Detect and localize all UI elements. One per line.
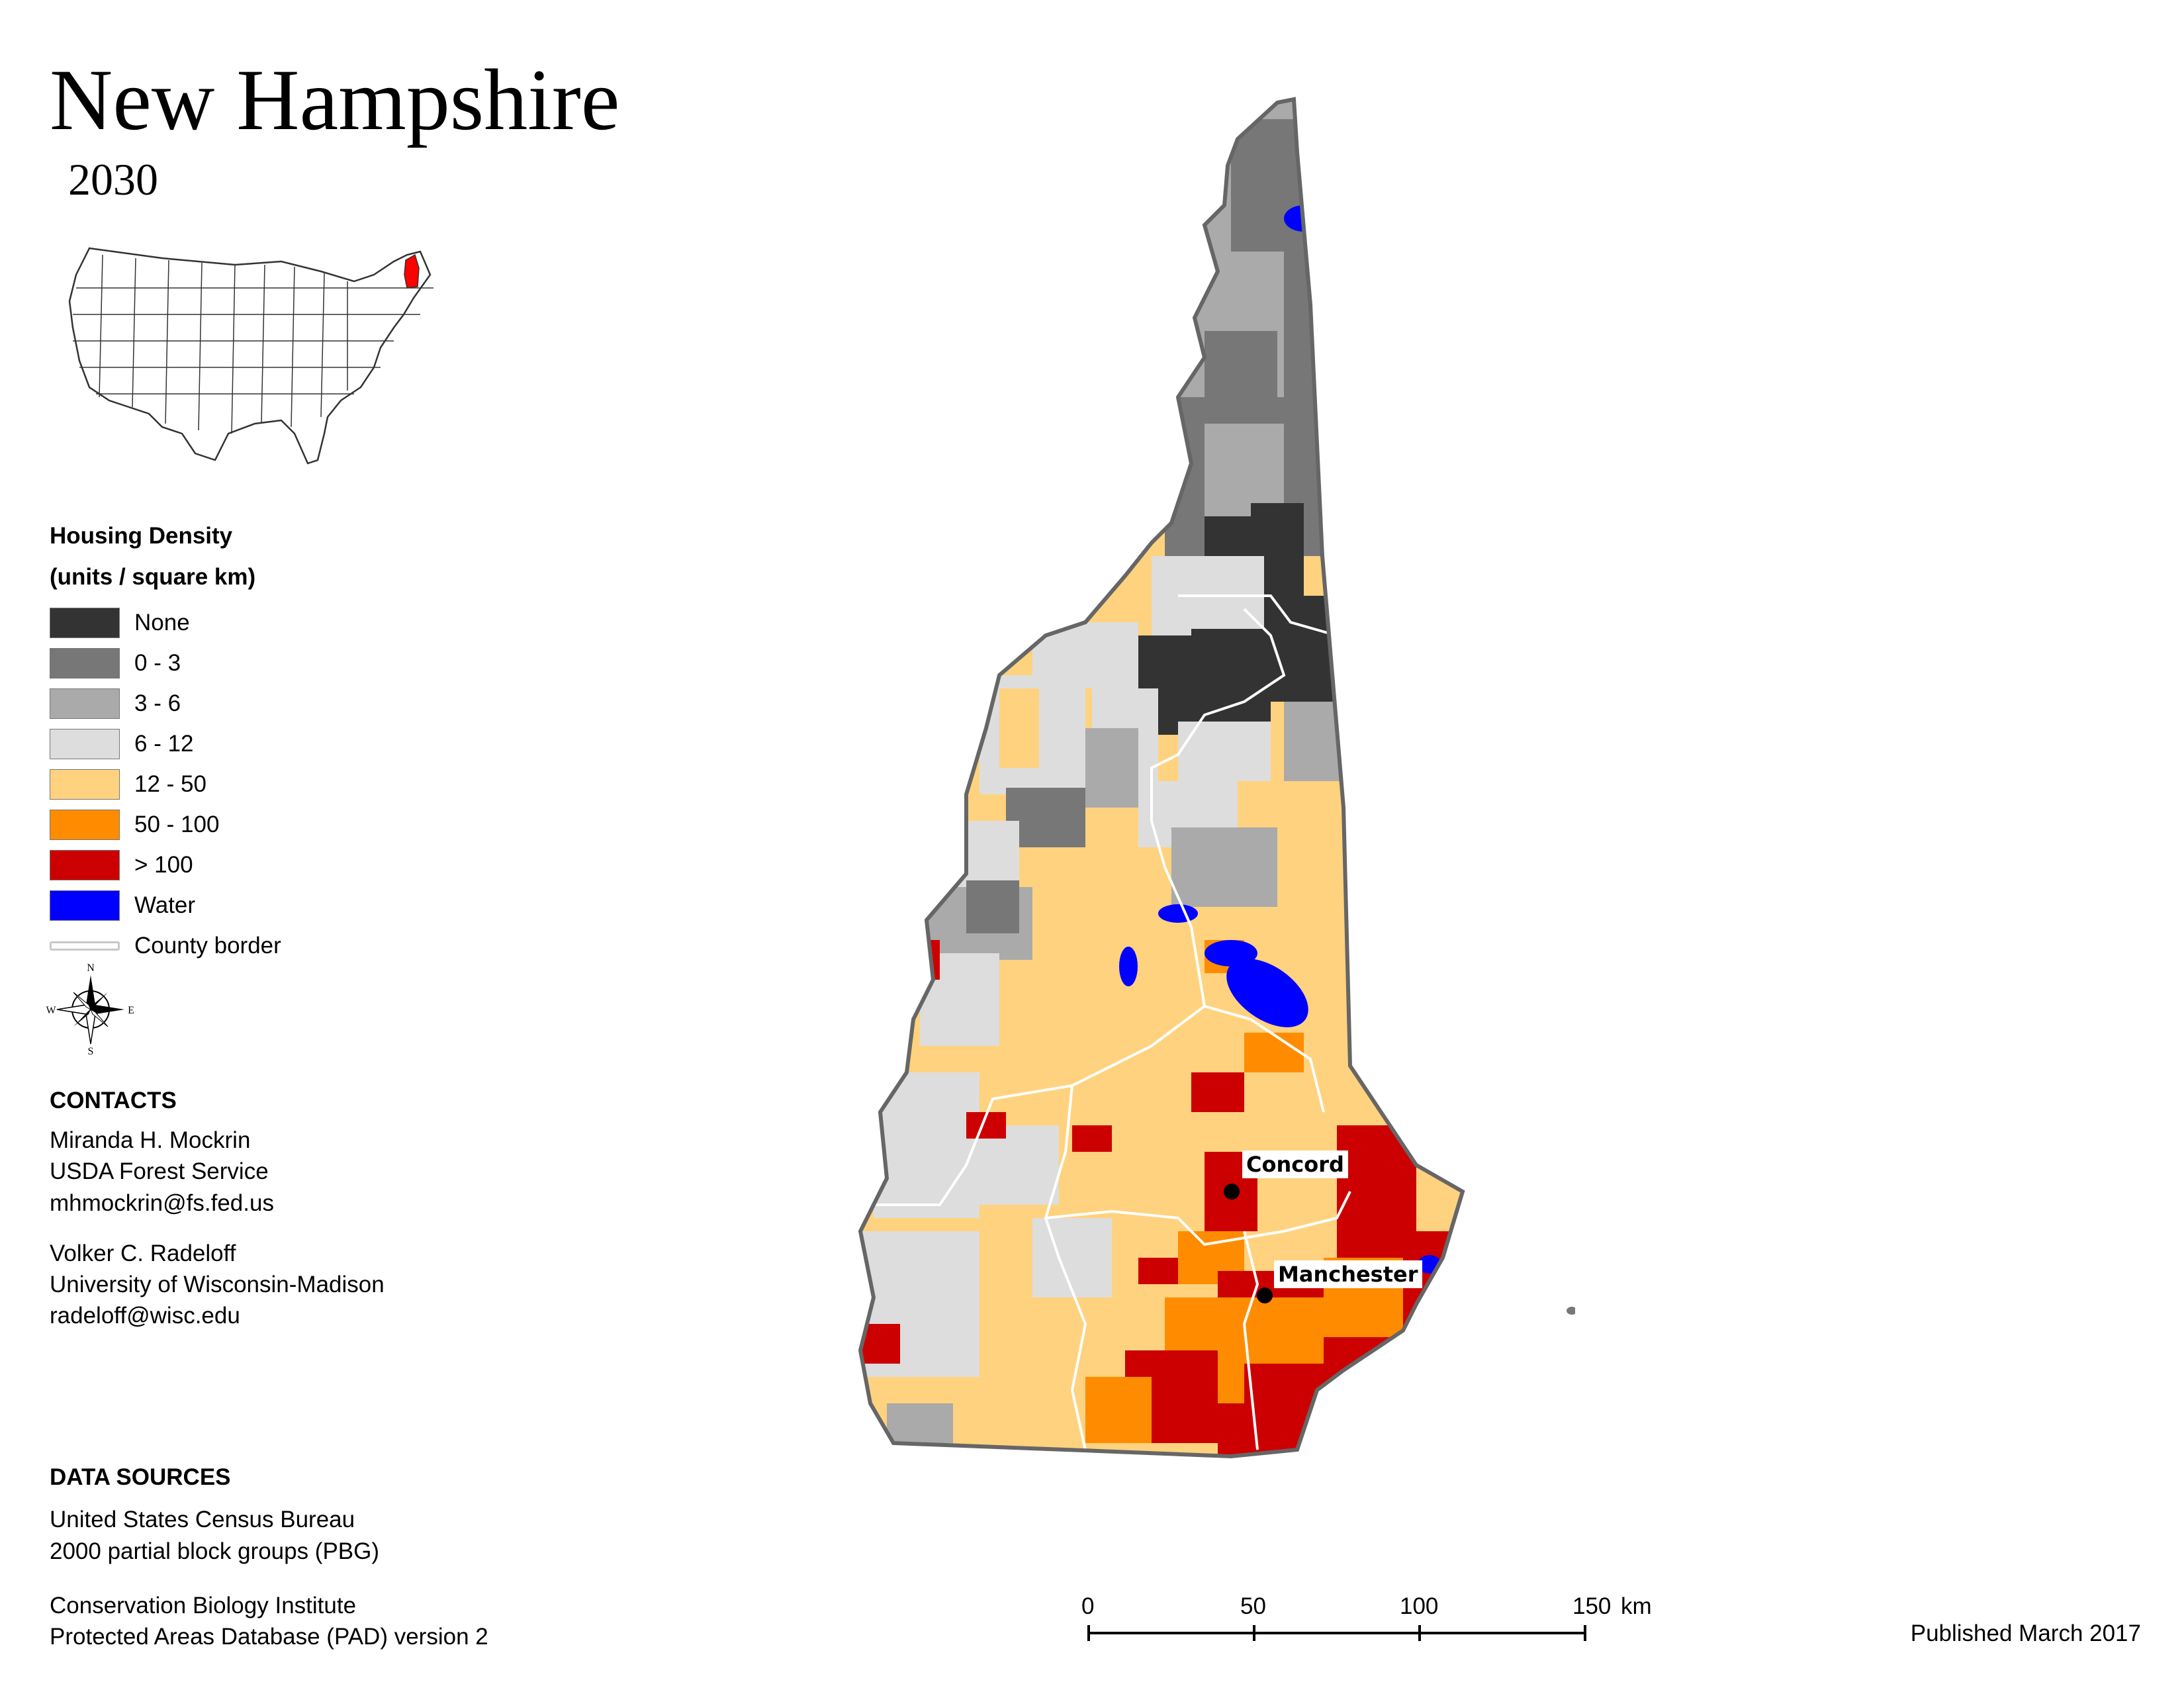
compass-w: W [46,1005,56,1016]
legend-item-over-100: > 100 [50,850,193,880]
map-year: 2030 [68,154,158,205]
legend-units: (units / square km) [50,564,256,590]
manchester-marker [1257,1288,1273,1303]
contact-2-org: University of Wisconsin-Madison [50,1272,385,1297]
us-locator-map [68,247,433,465]
data-source-line: United States Census Bureau [50,1507,355,1532]
legend-item-6-12: 6 - 12 [50,729,194,759]
city-label-concord: Concord [1242,1150,1348,1178]
legend-item-water: Water [50,890,195,921]
compass-n: N [87,963,95,974]
data-sources-heading: DATA SOURCES [50,1464,231,1490]
new-hampshire-housing-density-map [858,97,1575,1459]
concord-marker [1224,1184,1240,1199]
contact-1-name: Miranda H. Mockrin [50,1127,251,1153]
city-label-manchester: Manchester [1274,1260,1422,1288]
legend-item-12-50: 12 - 50 [50,769,206,800]
contact-1-org: USDA Forest Service [50,1158,269,1184]
compass-s: S [88,1046,94,1056]
contact-2-name: Volker C. Radeloff [50,1241,236,1266]
compass-e: E [128,1005,134,1016]
contact-2-email[interactable]: radeloff@wisc.edu [50,1303,240,1329]
data-source-line: Protected Areas Database (PAD) version 2 [50,1624,488,1650]
legend-item-3-6: 3 - 6 [50,688,181,719]
scale-tick-100: 100 [1400,1593,1439,1619]
map-title: New Hampshire [50,51,620,148]
scale-tick-50: 50 [1240,1593,1266,1619]
legend-item-county-border: County border [50,931,281,961]
scale-bar [1087,1625,1586,1641]
contact-1-email[interactable]: mhmockrin@fs.fed.us [50,1190,274,1216]
scale-tick-150: 150 [1572,1593,1612,1619]
data-source-line: 2000 partial block groups (PBG) [50,1538,380,1564]
published-date: Published March 2017 [1910,1620,2141,1646]
legend-item-0-3: 0 - 3 [50,648,181,679]
legend-item-50-100: 50 - 100 [50,810,219,840]
legend-item-none: None [50,608,190,638]
compass-rose-icon: N S E W [46,963,134,1056]
scale-tick-0: 0 [1081,1593,1095,1619]
data-source-line: Conservation Biology Institute [50,1593,357,1618]
scale-unit: km [1621,1593,1652,1619]
contacts-heading: CONTACTS [50,1088,177,1113]
legend-title: Housing Density [50,523,233,549]
